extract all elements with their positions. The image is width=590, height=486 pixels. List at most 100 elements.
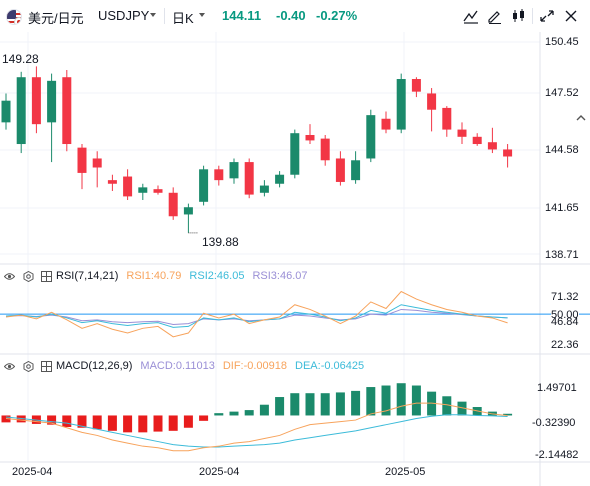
rsi2-line [5, 304, 508, 328]
settings-gear-icon[interactable] [23, 360, 34, 372]
macd-name: MACD(12,26,9) [56, 360, 133, 372]
chart-toolbar: 美元/日元 USDJPY 日K 144.11 -0.40 -0.27% [0, 0, 590, 32]
macd-axis-label: 1.49701 [537, 382, 577, 394]
candle-body [305, 134, 315, 141]
candle-body [275, 174, 285, 184]
rsi1-line [5, 290, 508, 338]
pencil-icon[interactable] [486, 8, 504, 24]
expand-icon[interactable] [538, 8, 556, 24]
macd-histogram-bar [168, 415, 178, 431]
rsi1-value: RSI1:40.79 [126, 270, 182, 282]
macd-histogram-bar [259, 404, 269, 416]
candle-body [47, 80, 57, 123]
indicators-icon[interactable] [462, 8, 480, 24]
macd-axis-label: -0.32390 [532, 417, 576, 429]
candle-body [244, 162, 254, 195]
dif-line [5, 402, 508, 452]
macd-histogram-bar [442, 396, 452, 416]
rsi-level-label: 50.00 [551, 309, 579, 321]
macd-histogram-bar [320, 393, 330, 416]
date-axis-label: 2025-04 [199, 466, 240, 478]
rsi-name: RSI(7,14,21) [56, 270, 119, 282]
candle-body [335, 158, 345, 182]
macd-histogram-bar [381, 385, 391, 416]
macd-histogram-bar [275, 397, 285, 416]
currency-flag-icon [6, 9, 22, 25]
macd-histogram-bar [153, 415, 163, 432]
symbol-dropdown-icon[interactable] [150, 13, 156, 17]
macd-histogram-bar [290, 393, 300, 416]
macd-histogram-bar [138, 415, 148, 433]
candle-body [92, 158, 102, 168]
candle-body [1, 100, 11, 123]
macd-pane [1, 383, 513, 452]
candle-body [168, 192, 178, 217]
rsi-axis-label: 22.36 [551, 339, 579, 351]
dea-value: DEA:-0.06425 [295, 360, 365, 372]
candle-body [472, 136, 482, 145]
macd-histogram-bar [503, 413, 513, 416]
candle-body [123, 176, 133, 197]
candlestick-series [1, 66, 513, 234]
price-axis-label: 150.45 [545, 36, 579, 48]
macd-histogram-bar [366, 387, 376, 416]
candle-body [411, 79, 421, 92]
candle-body [290, 133, 300, 175]
macd-value: MACD:0.11013 [140, 360, 215, 372]
rsi2-value: RSI2:46.05 [189, 270, 245, 282]
chevron-up-icon[interactable] [574, 111, 588, 125]
price-axis-label: 141.65 [545, 202, 579, 214]
close-icon[interactable] [562, 8, 580, 24]
date-axis-label: 2025-05 [385, 466, 426, 478]
candle-body [214, 169, 224, 181]
high-price-annotation: 149.28 [2, 52, 39, 66]
rsi3-value: RSI3:46.07 [252, 270, 308, 282]
candle-body [229, 162, 239, 179]
rsi-header: RSI(7,14,21) RSI1:40.79 RSI2:46.05 RSI3:… [4, 268, 308, 284]
indicator-box-icon[interactable] [41, 270, 52, 282]
candle-body [259, 185, 269, 193]
candle-body [199, 169, 209, 202]
candle-body [183, 207, 193, 215]
symbol-code[interactable]: USDJPY [98, 8, 150, 23]
visibility-eye-icon[interactable] [4, 361, 15, 372]
macd-histogram-bar [214, 413, 224, 416]
candle-body [427, 93, 437, 110]
macd-histogram-bar [457, 401, 467, 416]
macd-histogram-bar [123, 415, 133, 433]
candle-body [457, 129, 467, 137]
macd-histogram-bar [92, 415, 102, 430]
price-axis-label: 138.71 [545, 249, 579, 261]
macd-histogram-bar [244, 410, 254, 416]
macd-histogram-bar [183, 415, 193, 428]
settings-gear-icon[interactable] [23, 270, 34, 282]
timeframe-selector[interactable]: 日K [172, 11, 194, 26]
price-axis-label: 147.52 [545, 87, 579, 99]
candle-body [107, 180, 117, 184]
date-axis-label: 2025-04 [12, 466, 53, 478]
macd-histogram-bar [77, 415, 87, 428]
indicator-box-icon[interactable] [41, 360, 52, 372]
visibility-eye-icon[interactable] [4, 271, 15, 282]
candle-body [77, 147, 87, 173]
macd-histogram-bar [335, 392, 345, 416]
timeframe-dropdown-icon[interactable] [199, 13, 205, 17]
rsi-axis-label: 71.32 [551, 291, 579, 303]
symbol-name-cn[interactable]: 美元/日元 [28, 11, 84, 26]
macd-histogram-bar [396, 383, 406, 416]
macd-header: MACD(12,26,9) MACD:0.11013 DIF:-0.00918 … [4, 358, 364, 374]
macd-histogram-bar [305, 393, 315, 416]
candle-body [503, 149, 513, 157]
candle-body [351, 160, 361, 181]
rsi-pane [0, 290, 590, 338]
candle-body [487, 142, 497, 150]
candle-body [138, 187, 148, 193]
candle-body [320, 138, 330, 161]
low-price-annotation: 139.88 [202, 235, 239, 249]
toolbar-divider [164, 8, 165, 24]
candles-icon[interactable] [510, 8, 528, 24]
dea-line [5, 414, 508, 448]
rsi-axis-label: 46.84 [551, 316, 579, 328]
macd-histogram-bar [47, 415, 57, 425]
